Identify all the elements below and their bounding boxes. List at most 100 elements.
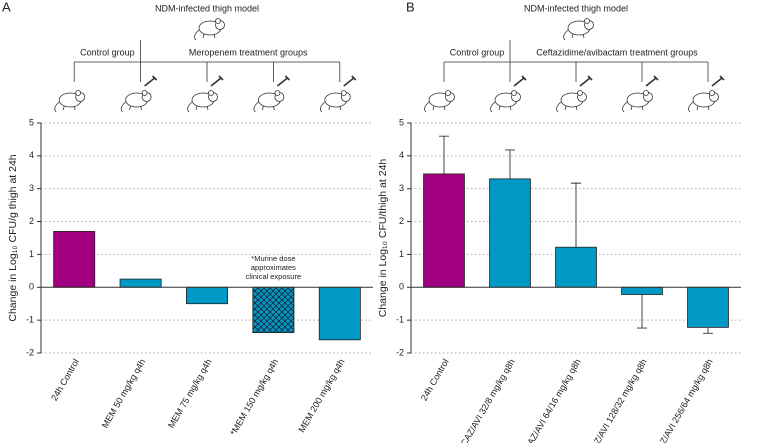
y-tick-label: 1 — [399, 249, 404, 259]
y-axis-label: Change in Log₁₀ CFU/g thigh at 24h — [7, 154, 19, 321]
syringe — [513, 75, 527, 87]
syringe — [645, 75, 659, 87]
y-tick-label: 3 — [399, 183, 404, 193]
mouse-tail — [688, 101, 694, 113]
mouse-legs — [498, 105, 512, 111]
mouse-tail — [319, 101, 326, 113]
mouse-ear — [643, 90, 649, 96]
mouse-icon — [556, 75, 593, 113]
mouse-icon — [490, 75, 527, 113]
y-tick-label: 5 — [399, 117, 404, 127]
x-tick-label: 24h Control — [419, 357, 451, 402]
y-tick-label: -1 — [26, 315, 34, 325]
syringe — [711, 75, 725, 87]
panel-label: A — [2, 0, 11, 14]
mouse-tail — [424, 101, 430, 113]
y-tick-label: -2 — [26, 347, 34, 357]
syringe — [276, 75, 290, 87]
bar — [252, 286, 295, 334]
y-tick-label: 4 — [29, 150, 34, 160]
y-tick-label: 0 — [29, 282, 34, 292]
x-tick-label: CAZ/AVI 128/32 mg/kg q8h — [586, 357, 649, 443]
mouse-legs — [62, 105, 76, 111]
treatment-label: Ceftazidime/avibactam treatment groups — [536, 47, 698, 57]
mouse-icon — [563, 18, 594, 41]
x-tick-label: MEM 50 mg/kg q4h — [100, 357, 148, 430]
annotation: clinical exposure — [246, 272, 301, 281]
panel-label: B — [406, 0, 415, 14]
bar — [687, 286, 729, 328]
y-tick-label: -1 — [396, 315, 404, 325]
mouse-legs — [432, 105, 446, 111]
mouse-legs — [564, 105, 578, 111]
model-label: NDM-infected thigh model — [155, 3, 259, 13]
mouse-ear — [445, 90, 451, 96]
syringe — [579, 75, 593, 87]
treatment-label: Meropenem treatment groups — [189, 47, 308, 57]
model-label: NDM-infected thigh model — [524, 3, 628, 13]
syringe — [144, 75, 158, 87]
mouse-icon — [187, 75, 224, 113]
y-tick-label: 5 — [29, 117, 34, 127]
mouse-tail — [187, 101, 193, 113]
mouse-tail — [556, 101, 562, 113]
mouse-icon — [253, 75, 290, 113]
mouse-ear — [215, 18, 221, 24]
x-tick-label: CAZ/AVI 32/8 mg/kg q8h — [459, 357, 517, 443]
mouse-icon — [622, 75, 659, 113]
error-bar — [505, 149, 515, 179]
mouse-ear — [274, 90, 281, 96]
y-tick-label: 3 — [29, 183, 34, 193]
error-bar — [439, 135, 449, 174]
bar — [489, 178, 531, 288]
mouse-tail — [490, 101, 496, 113]
y-tick-label: 4 — [399, 150, 404, 160]
mouse-tail — [54, 101, 60, 113]
x-tick-label: CAZ/AVI 64/16 mg/kg q8h — [522, 357, 583, 443]
bar — [119, 278, 162, 288]
mouse-ear — [511, 90, 517, 96]
mouse-tail — [622, 101, 628, 113]
control-label: Control group — [450, 47, 505, 57]
mouse-icon — [424, 90, 455, 113]
mouse-ear — [577, 90, 583, 96]
mouse-ear — [208, 90, 214, 96]
y-tick-label: 2 — [29, 216, 34, 226]
control-label: Control group — [80, 47, 135, 57]
y-tick-label: 0 — [399, 282, 404, 292]
annotation: approximates — [251, 263, 296, 272]
mouse-legs — [262, 105, 275, 111]
y-tick-label: 1 — [29, 249, 34, 259]
mouse-tail — [120, 101, 126, 113]
mouse-legs — [202, 33, 216, 39]
mouse-ear — [141, 90, 148, 96]
mouse-icon — [120, 75, 158, 113]
syringe — [343, 75, 357, 87]
mouse-icon — [688, 75, 725, 113]
x-tick-label: *MEM 150 mg/kg q4h — [228, 357, 280, 437]
x-tick-label: MEM 75 mg/kg q4h — [166, 357, 214, 430]
y-tick-label: 2 — [399, 216, 404, 226]
mouse-ear — [75, 90, 82, 96]
mouse-ear — [584, 18, 590, 24]
bar — [423, 173, 465, 288]
y-tick-label: -2 — [396, 347, 404, 357]
mouse-tail — [563, 29, 569, 41]
mouse-legs — [328, 105, 342, 111]
x-tick-label: 24h Control — [49, 357, 81, 402]
mouse-icon — [194, 18, 225, 41]
bar — [621, 286, 663, 295]
y-axis-label: Change in Log₁₀ CFU/thigh at 24h — [377, 159, 389, 318]
error-bar — [571, 182, 581, 248]
bar — [318, 286, 361, 341]
mouse-legs — [129, 105, 142, 111]
mouse-ear — [709, 90, 715, 96]
syringe — [210, 75, 224, 87]
mouse-legs — [630, 105, 644, 111]
bar — [555, 246, 597, 288]
mouse-tail — [253, 101, 259, 113]
mouse-legs — [571, 33, 585, 39]
mouse-tail — [194, 29, 200, 41]
mouse-legs — [195, 105, 209, 111]
